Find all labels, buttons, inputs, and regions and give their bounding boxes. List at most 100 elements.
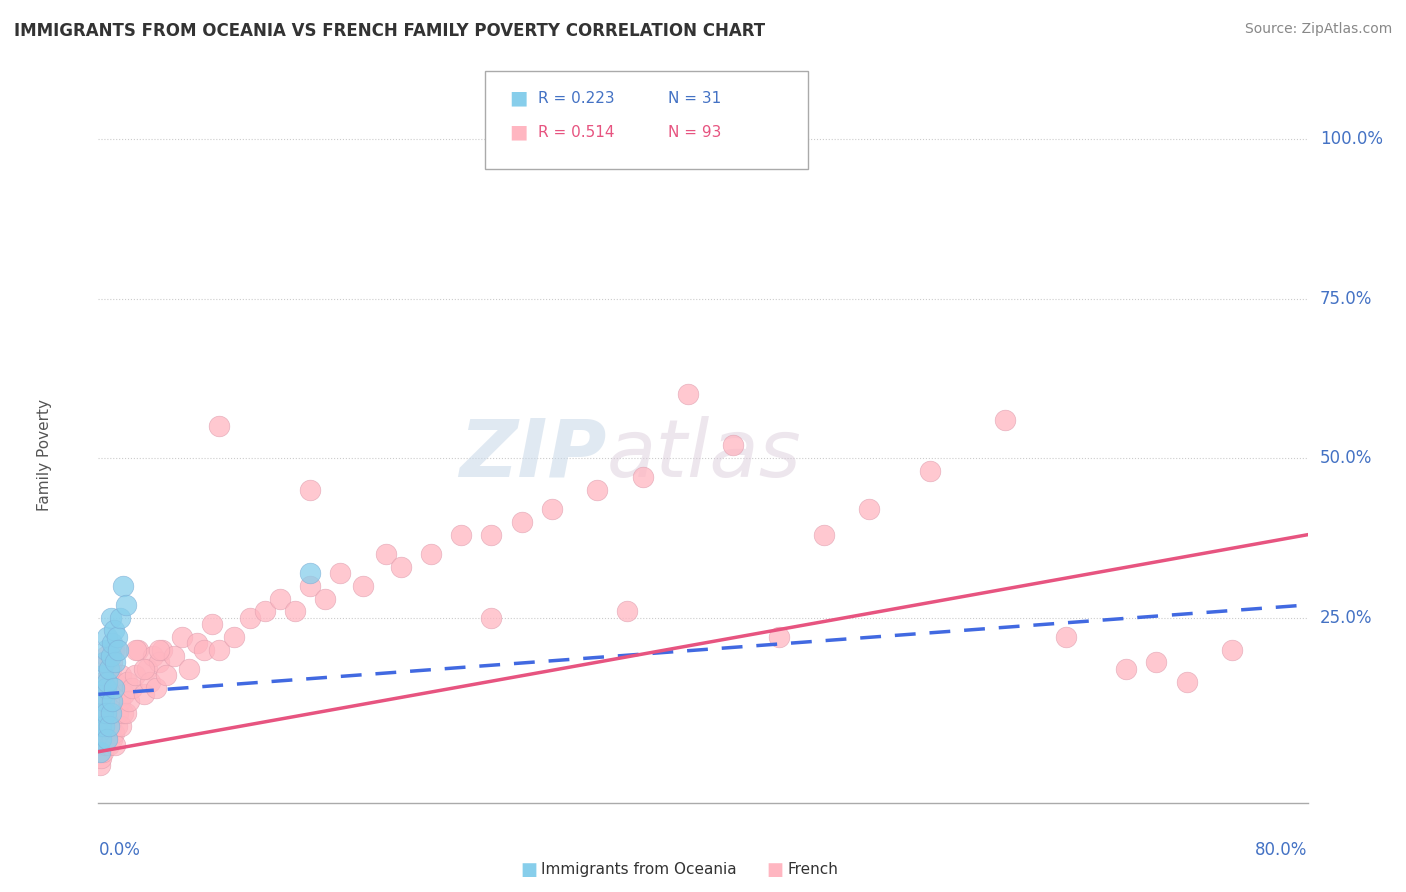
Point [676, 387, 699, 401]
Point [90, 719, 112, 733]
Point [89, 757, 111, 772]
Point [768, 630, 790, 644]
Point [98, 668, 121, 682]
Point [540, 502, 562, 516]
Point [94, 681, 117, 695]
Point [1175, 674, 1198, 689]
Point [124, 668, 146, 682]
Point [150, 642, 173, 657]
Point [239, 610, 262, 624]
Text: atlas: atlas [606, 416, 801, 494]
Point [94, 642, 117, 657]
Point [374, 547, 396, 561]
Point [89, 739, 111, 753]
Point [1220, 642, 1243, 657]
Text: Immigrants from Oceania: Immigrants from Oceania [541, 863, 737, 877]
Text: French: French [787, 863, 838, 877]
Point [1326, 240, 1348, 254]
Text: R = 0.223: R = 0.223 [538, 91, 614, 105]
Point [121, 681, 143, 695]
Point [96, 681, 118, 695]
Point [93, 694, 115, 708]
Point [93, 656, 115, 670]
Point [101, 731, 124, 746]
Point [127, 642, 149, 657]
Point [100, 610, 122, 624]
Point [1115, 662, 1137, 676]
Point [90, 751, 112, 765]
Point [269, 591, 291, 606]
Point [299, 579, 322, 593]
Point [96, 630, 118, 644]
Point [208, 419, 231, 434]
Point [108, 694, 131, 708]
Point [148, 656, 170, 670]
Point [103, 642, 125, 657]
Point [91, 713, 114, 727]
Point [101, 636, 124, 650]
Point [586, 483, 609, 497]
Point [193, 642, 215, 657]
Point [125, 642, 148, 657]
Point [90, 731, 112, 746]
Point [994, 413, 1017, 427]
Point [1144, 656, 1167, 670]
Point [105, 719, 128, 733]
Point [510, 515, 533, 529]
Text: ■: ■ [509, 122, 527, 142]
Point [114, 598, 136, 612]
Point [104, 674, 127, 689]
Point [105, 642, 128, 657]
Text: N = 93: N = 93 [668, 125, 721, 139]
Point [96, 731, 118, 746]
Point [107, 706, 129, 721]
Point [163, 648, 186, 663]
Point [91, 674, 114, 689]
Point [721, 438, 744, 452]
Point [813, 527, 835, 541]
Text: 75.0%: 75.0% [1320, 290, 1372, 308]
Point [89, 745, 111, 759]
Point [104, 656, 127, 670]
Point [858, 502, 880, 516]
Point [103, 624, 125, 638]
Point [94, 739, 117, 753]
Point [94, 648, 117, 663]
Point [94, 706, 117, 721]
Point [155, 668, 177, 682]
Text: ■: ■ [520, 861, 537, 879]
Text: R = 0.514: R = 0.514 [538, 125, 614, 139]
Point [132, 687, 155, 701]
Point [98, 739, 121, 753]
Point [118, 694, 141, 708]
Point [100, 706, 122, 721]
Text: 80.0%: 80.0% [1256, 841, 1308, 859]
Point [94, 694, 117, 708]
Text: ■: ■ [766, 861, 783, 879]
Text: Source: ZipAtlas.com: Source: ZipAtlas.com [1244, 22, 1392, 37]
Point [111, 706, 134, 721]
Point [352, 579, 374, 593]
Point [170, 630, 193, 644]
Point [253, 604, 276, 618]
Point [96, 674, 118, 689]
Point [93, 719, 115, 733]
Point [100, 648, 122, 663]
Point [90, 719, 112, 733]
Point [104, 739, 127, 753]
Point [91, 706, 114, 721]
Text: IMMIGRANTS FROM OCEANIA VS FRENCH FAMILY POVERTY CORRELATION CHART: IMMIGRANTS FROM OCEANIA VS FRENCH FAMILY… [14, 22, 765, 40]
Point [142, 648, 165, 663]
Point [101, 656, 124, 670]
Point [918, 464, 941, 478]
Text: ■: ■ [509, 88, 527, 108]
Point [389, 559, 412, 574]
Point [98, 662, 121, 676]
Point [110, 668, 132, 682]
Point [91, 668, 114, 682]
Point [299, 483, 322, 497]
Point [450, 527, 472, 541]
Point [145, 681, 167, 695]
Point [93, 700, 115, 714]
Point [100, 662, 122, 676]
